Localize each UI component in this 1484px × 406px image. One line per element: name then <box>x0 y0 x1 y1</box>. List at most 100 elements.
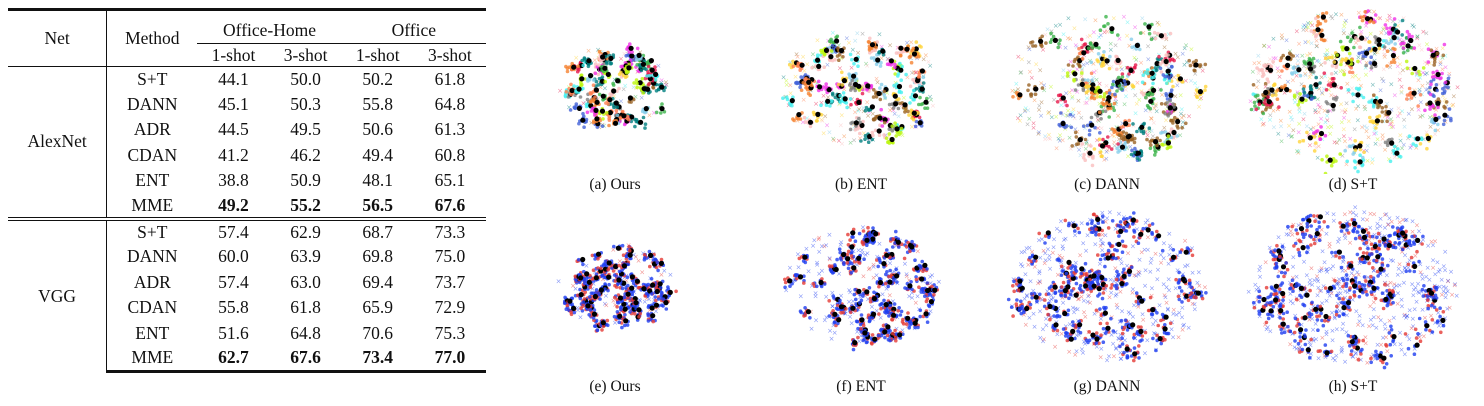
svg-text:×: × <box>1065 35 1071 43</box>
value-cell: 57.4 <box>197 216 270 245</box>
svg-text:×: × <box>1416 106 1422 114</box>
svg-text:×: × <box>1304 65 1310 73</box>
svg-text:×: × <box>823 293 829 301</box>
table-row: ENT 38.8 50.9 48.1 65.1 <box>8 168 486 193</box>
svg-text:×: × <box>1384 100 1390 108</box>
svg-text:×: × <box>637 296 643 304</box>
svg-text:×: × <box>1347 135 1353 143</box>
svg-text:×: × <box>644 295 650 303</box>
svg-text:×: × <box>1266 43 1272 51</box>
svg-text:×: × <box>841 133 847 141</box>
header-net: Net <box>8 8 108 67</box>
svg-text:×: × <box>886 132 892 140</box>
svg-text:×: × <box>1084 94 1090 102</box>
svg-text:×: × <box>663 81 669 89</box>
svg-text:×: × <box>904 270 910 278</box>
svg-text:×: × <box>1346 88 1352 96</box>
svg-text:×: × <box>575 307 581 315</box>
svg-text:×: × <box>1174 82 1180 90</box>
svg-text:×: × <box>1308 126 1314 134</box>
svg-text:×: × <box>1063 112 1069 120</box>
svg-text:×: × <box>1296 94 1302 102</box>
svg-text:×: × <box>642 298 648 306</box>
svg-text:×: × <box>1260 121 1266 129</box>
svg-text:×: × <box>1066 123 1072 131</box>
svg-text:×: × <box>1402 48 1408 56</box>
svg-text:×: × <box>1250 68 1256 76</box>
svg-text:×: × <box>1023 105 1029 113</box>
svg-text:×: × <box>1382 53 1388 61</box>
svg-text:×: × <box>1373 48 1379 56</box>
svg-text:×: × <box>655 62 661 70</box>
svg-text:×: × <box>884 89 890 97</box>
svg-text:×: × <box>1318 104 1324 112</box>
svg-text:×: × <box>1414 35 1420 43</box>
tsne-panel: ××××××××××××××××××××××××××××××××××××××××… <box>746 203 976 373</box>
svg-text:×: × <box>1363 22 1369 30</box>
svg-text:×: × <box>1067 35 1073 43</box>
svg-text:×: × <box>1093 67 1099 75</box>
svg-text:×: × <box>854 328 860 336</box>
figure-caption: (e) Ours <box>589 378 641 395</box>
svg-text:×: × <box>1039 99 1045 107</box>
svg-text:×: × <box>1415 76 1421 84</box>
svg-text:×: × <box>1364 147 1370 155</box>
svg-text:×: × <box>1387 15 1393 23</box>
svg-text:×: × <box>1149 115 1155 123</box>
svg-text:×: × <box>1177 131 1183 139</box>
svg-text:×: × <box>1153 102 1159 110</box>
svg-text:×: × <box>1316 57 1322 65</box>
svg-text:×: × <box>663 79 669 87</box>
svg-text:×: × <box>1439 66 1445 74</box>
svg-text:×: × <box>1057 137 1063 145</box>
svg-text:×: × <box>904 39 910 47</box>
svg-text:×: × <box>813 317 819 325</box>
tsne-visualizations: × × × × × × × × × × × × × × × × × × × × × × × × × × × × × × × × × × × × × × × ×… <box>500 0 1484 406</box>
svg-text:×: × <box>811 63 817 71</box>
svg-text:×: × <box>1344 80 1350 88</box>
svg-text:×: × <box>1295 57 1301 65</box>
svg-text:×: × <box>1449 102 1455 110</box>
svg-text:×: × <box>1387 116 1393 124</box>
svg-text:×: × <box>1336 136 1342 144</box>
svg-text:×: × <box>1320 90 1326 98</box>
svg-text:×: × <box>1119 66 1125 74</box>
table-row: ADR 57.4 63.0 69.4 73.7 <box>8 270 486 295</box>
svg-text:×: × <box>1072 126 1078 134</box>
svg-text:×: × <box>864 249 870 257</box>
svg-text:×: × <box>1414 33 1420 41</box>
svg-text:×: × <box>870 110 876 118</box>
svg-text:×: × <box>1409 22 1415 30</box>
svg-text:×: × <box>1087 57 1093 65</box>
svg-text:×: × <box>1303 72 1309 80</box>
svg-text:×: × <box>837 65 843 73</box>
svg-text:×: × <box>1364 59 1370 67</box>
svg-text:×: × <box>1337 68 1343 76</box>
svg-text:×: × <box>1031 119 1037 127</box>
svg-text:×: × <box>861 129 867 137</box>
svg-text:×: × <box>1422 58 1428 66</box>
svg-text:×: × <box>1063 90 1069 98</box>
svg-text:×: × <box>1063 44 1069 52</box>
svg-text:×: × <box>596 124 602 132</box>
svg-text:×: × <box>860 30 866 38</box>
svg-text:×: × <box>1161 124 1167 132</box>
svg-text:×: × <box>1076 109 1082 117</box>
svg-text:×: × <box>1424 70 1430 78</box>
svg-text:×: × <box>1145 43 1151 51</box>
svg-text:×: × <box>880 290 886 298</box>
svg-text:×: × <box>1346 47 1352 55</box>
header-row-shots: 1-shot 3-shot 1-shot 3-shot <box>8 43 486 67</box>
svg-text:×: × <box>830 135 836 143</box>
svg-text:×: × <box>1365 142 1371 150</box>
svg-text:×: × <box>1397 109 1403 117</box>
svg-text:×: × <box>588 119 594 127</box>
svg-text:×: × <box>1042 31 1048 39</box>
svg-text:×: × <box>851 301 857 309</box>
svg-text:×: × <box>1319 89 1325 97</box>
svg-text:×: × <box>1300 26 1306 34</box>
svg-text:×: × <box>1150 34 1156 42</box>
method-cell: DANN <box>127 94 178 115</box>
tsne-scatter: ××××××××××××××××××××××××××××××××××××××××… <box>1248 7 1461 174</box>
svg-text:×: × <box>865 295 871 303</box>
